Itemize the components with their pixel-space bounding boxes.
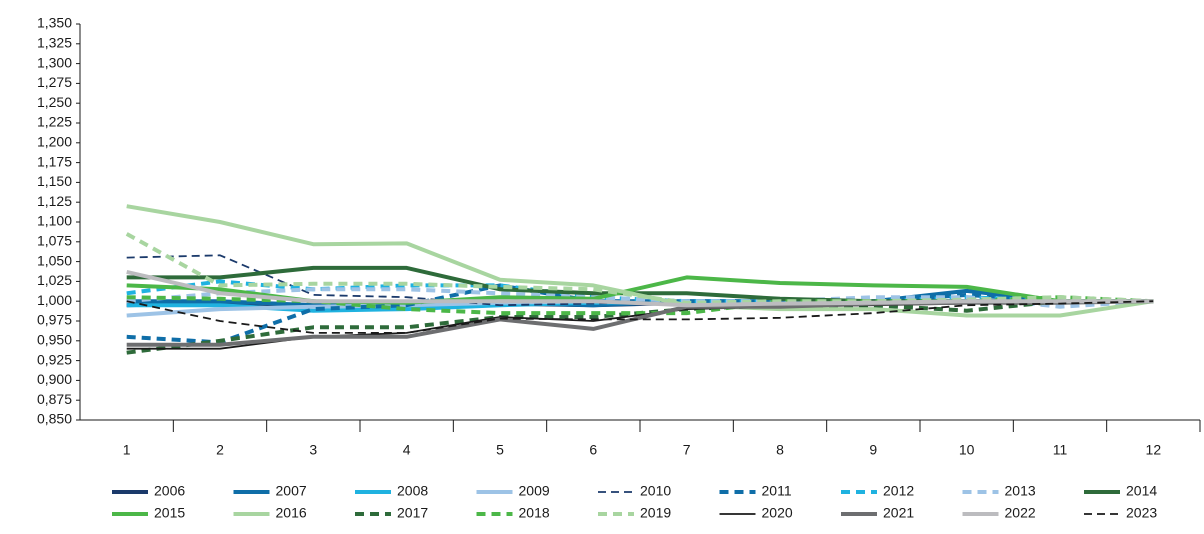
x-tick-label: 2: [216, 442, 224, 458]
legend-label: 2019: [640, 505, 671, 521]
x-tick-label: 9: [869, 442, 877, 458]
y-tick-label: 0,900: [37, 371, 72, 387]
x-tick-label: 7: [683, 442, 691, 458]
y-tick-label: 1,300: [37, 54, 72, 70]
y-tick-label: 0,850: [37, 411, 72, 427]
x-tick-label: 12: [1146, 442, 1162, 458]
legend-label: 2020: [762, 505, 793, 521]
x-tick-label: 11: [1053, 442, 1068, 458]
y-tick-label: 1,225: [37, 114, 72, 130]
legend-label: 2008: [397, 483, 428, 499]
legend-label: 2014: [1126, 483, 1157, 499]
y-tick-label: 1,050: [37, 252, 72, 268]
y-tick-label: 1,150: [37, 173, 72, 189]
x-tick-label: 5: [496, 442, 504, 458]
legend-label: 2006: [154, 483, 185, 499]
legend-label: 2021: [883, 505, 914, 521]
legend-label: 2023: [1126, 505, 1157, 521]
x-tick-label: 3: [309, 442, 317, 458]
legend-label: 2011: [762, 483, 792, 499]
legend-label: 2017: [397, 505, 428, 521]
legend-label: 2016: [276, 505, 307, 521]
y-tick-label: 1,000: [37, 292, 72, 308]
y-tick-label: 1,250: [37, 94, 72, 110]
y-tick-label: 1,325: [37, 35, 72, 51]
x-tick-label: 6: [589, 442, 597, 458]
y-tick-label: 1,275: [37, 74, 72, 90]
legend-label: 2015: [154, 505, 185, 521]
legend-label: 2010: [640, 483, 671, 499]
y-tick-label: 1,125: [37, 193, 72, 209]
y-tick-label: 1,025: [37, 272, 72, 288]
x-tick-label: 8: [776, 442, 784, 458]
series-line: [126, 269, 1154, 308]
y-tick-label: 1,175: [37, 153, 72, 169]
series-line: [126, 300, 1154, 334]
y-tick-label: 1,200: [37, 134, 72, 150]
y-tick-label: 0,950: [37, 332, 72, 348]
y-tick-label: 0,925: [37, 351, 72, 367]
y-tick-label: 1,075: [37, 233, 72, 249]
x-tick-label: 10: [959, 442, 975, 458]
legend-label: 2012: [883, 483, 914, 499]
legend-label: 2018: [519, 505, 550, 521]
y-tick-label: 0,875: [37, 391, 72, 407]
x-tick-label: 1: [123, 442, 131, 458]
y-tick-label: 0,975: [37, 312, 72, 328]
y-tick-label: 1,100: [37, 213, 72, 229]
legend-label: 2022: [1005, 505, 1036, 521]
legend-label: 2013: [1005, 483, 1036, 499]
legend-label: 2007: [276, 483, 307, 499]
y-tick-label: 1,350: [37, 15, 72, 31]
series-line: [125, 232, 1154, 305]
x-tick-label: 4: [403, 442, 411, 458]
legend-label: 2009: [519, 483, 550, 499]
